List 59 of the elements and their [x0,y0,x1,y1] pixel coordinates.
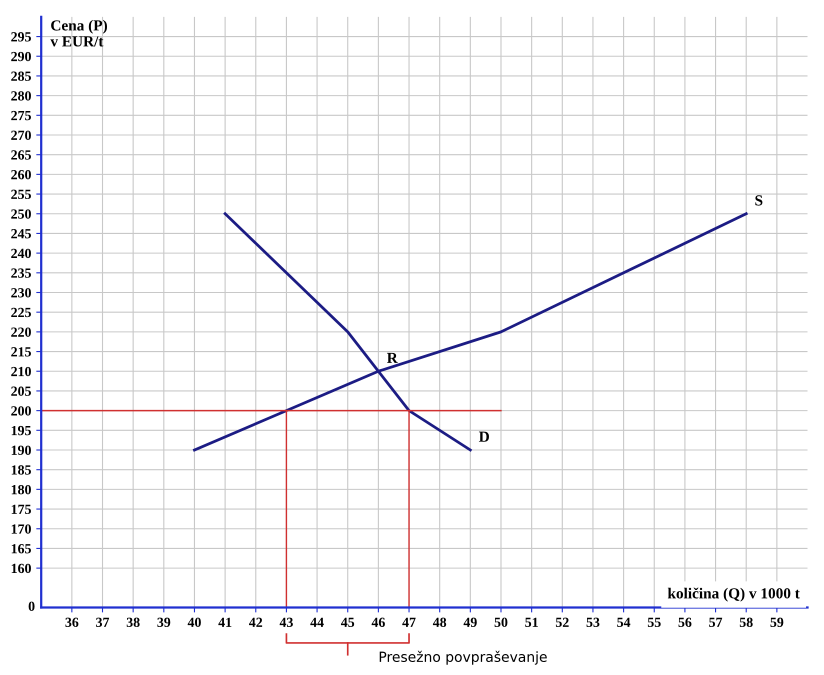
x-tick-label: 39 [157,618,170,627]
x-tick-label: 45 [340,618,354,627]
y-tick-label: 240 [11,248,31,258]
y-tick-label: 205 [11,386,31,396]
annotation: D [478,432,489,442]
y-tick-label: 170 [12,524,31,534]
y-tick-label: 260 [11,170,31,180]
y-tick-label: 285 [11,72,31,81]
x-tick-label: 43 [280,618,293,627]
x-tick-label: 49 [464,618,477,627]
y-tick-label: 175 [12,504,31,514]
text: 0 [28,602,35,611]
x-tick-label: 58 [740,618,753,627]
x-tick-label: 57 [709,618,722,627]
x-tick-label: 37 [96,618,110,627]
x-tick-label: 42 [249,618,262,627]
y-tick-label: 255 [11,190,31,200]
x-tick-label: 38 [126,618,140,627]
y-tick-label: 220 [11,327,31,337]
x-tick-label: 47 [402,618,416,627]
y-tick-label: 215 [11,347,31,357]
x-tick-label: 48 [432,618,446,627]
y-tick-label: 235 [11,268,31,278]
x-tick-label: 51 [525,618,538,627]
x-tick-label: 40 [188,618,201,627]
y-tick-label: 210 [11,366,31,376]
x-tick-label: 59 [770,618,784,627]
y-tick-label: 190 [12,446,31,455]
y-tick-label: 295 [11,32,31,42]
x-tick-label: 36 [65,618,78,627]
y-tick-label: 290 [11,52,31,62]
y-tick-label: 280 [11,91,31,101]
y-tick-label: 180 [12,484,31,494]
x-tick-label: 54 [617,618,630,627]
text: Presežno povpraševanje [380,650,547,665]
y-tick-label: 200 [11,406,31,416]
y-tick-label: 265 [11,150,31,160]
y-tick-label: 165 [12,544,31,554]
x-tick-label: 52 [556,618,569,627]
y-tick-label: 270 [11,130,31,140]
y-tick-label: 160 [12,564,31,574]
y-tick-label: 225 [11,308,31,318]
y-tick-label: 230 [11,288,31,298]
y-axis-title: Cena (P) v EUR/t [50,20,107,47]
annotation: S [755,195,762,206]
x-tick-label: 44 [310,618,324,627]
x-tick-label: 56 [678,618,692,627]
x-tick-label: 50 [494,618,508,627]
y-tick-label: 195 [12,426,31,436]
annotation: R [386,352,398,363]
x-tick-label: 41 [218,618,232,627]
x-tick-label: 53 [586,618,600,627]
y-tick-label: 275 [11,110,31,120]
y-tick-label: 245 [11,229,31,238]
y-tick-label: 185 [12,465,31,475]
x-axis-title: količina (Q) v 1000 t [668,588,800,602]
y-tick-label: 250 [11,209,31,219]
x-tick-label: 55 [648,618,661,627]
x-tick-label: 46 [372,618,385,627]
